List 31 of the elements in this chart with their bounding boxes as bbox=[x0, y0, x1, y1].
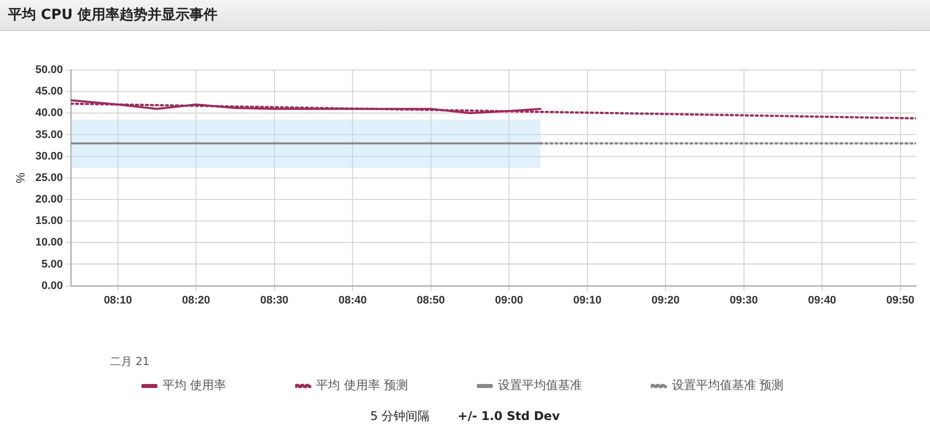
y-tick-label: 35.00 bbox=[35, 128, 63, 141]
x-tick-label: 09:10 bbox=[573, 294, 602, 306]
text: 5 分钟间隔 bbox=[370, 409, 430, 423]
x-tick-label: 08:30 bbox=[260, 294, 288, 306]
legend-label: 设置平均值基准 预测 bbox=[672, 378, 784, 392]
x-tick-label: 08:40 bbox=[338, 294, 367, 306]
y-tick-label: 10.00 bbox=[35, 236, 63, 249]
legend-label: 平均 使用率 bbox=[162, 378, 226, 392]
y-tick-label: 40.00 bbox=[35, 107, 63, 120]
x-tick-label: 08:20 bbox=[182, 294, 210, 306]
y-tick-label: 20.00 bbox=[35, 194, 63, 206]
x-tick-label: 09:00 bbox=[495, 294, 524, 306]
y-tick-label: 45.00 bbox=[35, 86, 63, 98]
legend-label: 设置平均值基准 bbox=[498, 378, 582, 392]
text: 二月 21 bbox=[110, 354, 150, 369]
y-tick-label: 15.00 bbox=[35, 215, 63, 228]
text: +/- 1.0 Std Dev bbox=[458, 409, 560, 423]
x-tick-label: 09:40 bbox=[808, 294, 836, 306]
y-tick-label: 0.00 bbox=[42, 280, 63, 292]
y-axis-title: % bbox=[14, 172, 28, 184]
x-tick-label: 08:10 bbox=[104, 294, 132, 306]
chart-title: 平均 CPU 使用率趋势并显示事件 bbox=[0, 0, 930, 31]
x-tick-label: 09:30 bbox=[730, 294, 758, 306]
legend-label: 平均 使用率 预测 bbox=[316, 378, 408, 392]
x-tick-label: 09:50 bbox=[886, 294, 914, 306]
x-tick-label: 09:20 bbox=[652, 294, 680, 306]
y-tick-label: 5.00 bbox=[42, 258, 63, 270]
y-tick-label: 30.00 bbox=[35, 150, 63, 162]
x-tick-label: 08:50 bbox=[416, 294, 445, 306]
y-tick-label: 25.00 bbox=[35, 172, 63, 184]
y-tick-label: 50.00 bbox=[35, 64, 63, 76]
